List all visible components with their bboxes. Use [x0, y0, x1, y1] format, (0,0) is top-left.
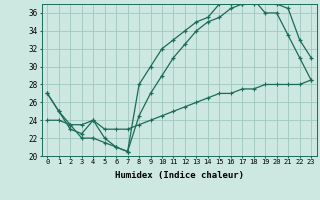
X-axis label: Humidex (Indice chaleur): Humidex (Indice chaleur) [115, 171, 244, 180]
